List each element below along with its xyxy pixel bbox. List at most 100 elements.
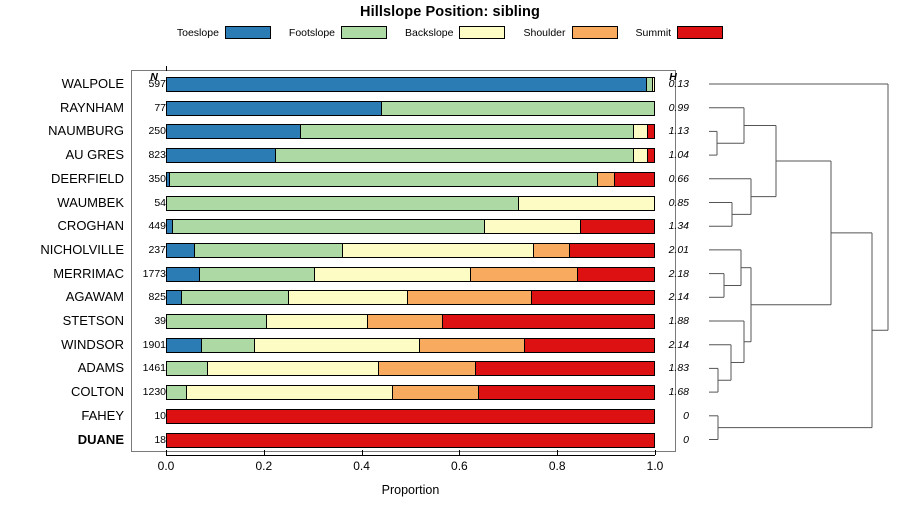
bar-segment-backslope — [186, 386, 393, 400]
x-axis-tick-label: 0.8 — [548, 459, 566, 473]
bar-segment-shoulder — [378, 362, 476, 376]
bar-segment-backslope — [267, 315, 368, 328]
bar-segment-toeslope — [167, 291, 183, 305]
bar-segment-summit — [577, 267, 654, 281]
bar-segment-footslope — [202, 338, 256, 352]
x-axis-tick — [655, 450, 656, 455]
bar-segment-toeslope — [167, 243, 195, 257]
h-value: 0.13 — [668, 78, 689, 90]
legend-swatch-backslope — [459, 26, 506, 39]
h-value: 1.88 — [668, 315, 689, 327]
table-row: DUANE 18 0 — [0, 428, 900, 452]
bar-segment-footslope — [275, 149, 635, 163]
bar-segment-summit — [442, 315, 654, 328]
legend-item-shoulder: Shoulder — [523, 26, 618, 39]
bar-segment-toeslope — [167, 78, 647, 91]
stacked-bar — [166, 361, 655, 377]
legend-item-toeslope: Toeslope — [177, 26, 271, 39]
h-value: 0.99 — [668, 101, 689, 114]
h-value: 1.83 — [668, 362, 689, 375]
legend-label: Toeslope — [176, 26, 219, 39]
h-value: 2.01 — [668, 243, 689, 256]
soil-series-label: ADAMS — [77, 360, 124, 376]
bar-segment-summit — [167, 433, 654, 447]
x-axis-tick — [557, 450, 559, 455]
bar-segment-toeslope — [167, 220, 173, 234]
h-value: 1.04 — [668, 149, 689, 162]
h-value: 0 — [683, 409, 689, 422]
axis-tick-top — [166, 66, 167, 71]
soil-series-label: AU GRES — [65, 147, 124, 163]
n-value: 39 — [154, 315, 166, 327]
soil-series-label: RAYNHAM — [59, 99, 124, 115]
legend-item-backslope: Backslope — [405, 26, 506, 39]
bar-segment-toeslope — [167, 338, 203, 352]
bar-segment-footslope — [200, 267, 315, 281]
stacked-bar — [166, 266, 655, 282]
n-value: 250 — [148, 125, 166, 138]
soil-series-label: WAUMBEK — [57, 194, 124, 210]
bar-segment-shoulder — [419, 338, 526, 352]
bar-segment-shoulder — [598, 172, 615, 186]
table-row: NAUMBURG 250 1.13 — [0, 119, 900, 143]
bar-segment-summit — [570, 243, 654, 257]
bar-segment-footslope — [172, 220, 485, 234]
n-value: 825 — [148, 291, 166, 304]
stacked-bar — [166, 242, 655, 258]
legend-item-summit: Summit — [636, 26, 724, 39]
n-value: 449 — [148, 220, 166, 233]
stacked-bar — [166, 290, 655, 306]
soil-series-label: AGAWAM — [65, 289, 124, 305]
bar-segment-backslope — [342, 243, 534, 257]
bar-segment-footslope — [167, 362, 209, 376]
bar-segment-toeslope — [167, 125, 302, 139]
h-value: 1.13 — [668, 125, 689, 138]
soil-series-label: DUANE — [77, 431, 124, 447]
stacked-bar — [166, 148, 655, 164]
bar-segment-summit — [614, 172, 654, 186]
bar-segment-footslope — [167, 315, 268, 328]
stacked-bar — [166, 385, 655, 401]
n-value: 18 — [154, 433, 166, 446]
n-value: 597 — [148, 78, 166, 90]
legend: Toeslope Footslope Backslope Shoulder Summit — [0, 26, 900, 39]
table-row: RAYNHAM 77 0.99 — [0, 96, 900, 120]
bar-segment-backslope — [289, 291, 409, 305]
legend-item-footslope: Footslope — [289, 26, 388, 39]
bar-segment-toeslope — [167, 267, 201, 281]
table-row: WAUMBEK 54 0.85 — [0, 191, 900, 215]
table-row: AGAWAM 825 2.14 — [0, 285, 900, 309]
bar-segment-backslope — [634, 149, 649, 163]
h-value: 0.85 — [668, 196, 689, 209]
soil-series-label: NICHOLVILLE — [40, 241, 124, 257]
h-value: 0 — [683, 433, 689, 446]
bar-segment-backslope — [208, 362, 379, 376]
bar-segment-backslope — [255, 338, 420, 352]
h-value: 0.66 — [668, 172, 689, 185]
bar-segment-footslope — [169, 172, 599, 186]
bar-segment-footslope — [646, 78, 653, 91]
bar-segment-footslope — [382, 101, 654, 115]
x-axis-tick-label: 0.6 — [451, 459, 468, 473]
x-axis-tick-label: 1.0 — [646, 459, 664, 473]
stacked-bar — [166, 408, 655, 424]
bar-segment-footslope — [167, 196, 519, 210]
bar-segment-backslope — [484, 220, 581, 234]
dendrogram — [709, 83, 889, 440]
table-row: NICHOLVILLE 237 2.01 — [0, 238, 900, 262]
n-value: 54 — [154, 196, 166, 209]
x-axis-tick — [166, 450, 167, 455]
bar-segment-summit — [648, 149, 654, 163]
legend-swatch-summit — [677, 26, 724, 39]
soil-series-label: MERRIMAC — [53, 265, 124, 281]
n-value: 237 — [148, 243, 166, 256]
h-value: 1.34 — [668, 220, 689, 233]
legend-label: Shoulder — [523, 26, 566, 39]
legend-swatch-footslope — [341, 26, 388, 39]
soil-series-label: COLTON — [71, 384, 124, 400]
bar-segment-toeslope — [167, 172, 170, 186]
legend-swatch-shoulder — [571, 26, 618, 39]
bar-segment-shoulder — [367, 315, 443, 328]
bar-segment-backslope — [634, 125, 649, 139]
